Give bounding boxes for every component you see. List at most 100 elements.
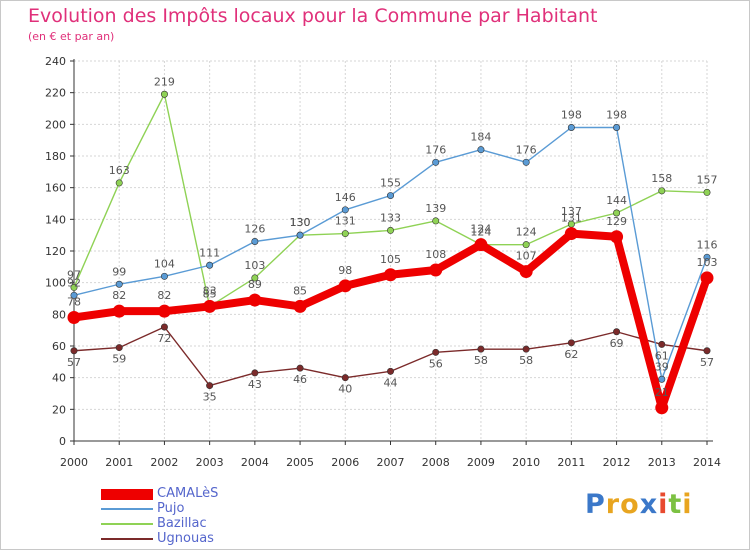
series-3-point — [429, 263, 443, 277]
series-0-point — [206, 382, 214, 390]
series-3-data-label: 124 — [470, 223, 491, 236]
series-2-point — [386, 192, 394, 200]
series-0-data-label: 61 — [655, 349, 669, 362]
series-0-data-label: 56 — [429, 357, 443, 370]
series-2-point — [658, 375, 666, 383]
series-2-point — [522, 158, 530, 166]
x-tick-label: 2014 — [693, 456, 721, 469]
series-1-data-label: 103 — [244, 259, 265, 272]
series-1-point — [386, 226, 394, 234]
series-0-data-label: 58 — [474, 354, 488, 367]
x-tick-label: 2009 — [467, 456, 495, 469]
series-3-data-label: 105 — [380, 253, 401, 266]
series-0-data-label: 40 — [338, 383, 352, 396]
proxiti-logo: Proxiti — [585, 489, 693, 520]
series-0-data-label: 57 — [67, 356, 81, 369]
series-0-point — [703, 347, 711, 355]
series-2-data-label: 116 — [697, 238, 718, 251]
series-0-point — [251, 369, 259, 377]
series-0-point — [160, 323, 168, 331]
series-2-data-label: 130 — [290, 216, 311, 229]
series-0-point — [432, 348, 440, 356]
y-tick-label: 240 — [45, 55, 66, 68]
series-1-point — [160, 90, 168, 98]
x-tick-label: 2003 — [196, 456, 224, 469]
series-1-data-label: 130 — [290, 216, 311, 229]
x-tick-label: 2000 — [60, 456, 88, 469]
series-1-point — [613, 209, 621, 217]
series-1-point — [251, 274, 259, 282]
series-3-data-label: 98 — [338, 264, 352, 277]
x-tick-label: 2006 — [331, 456, 359, 469]
logo-letter: r — [605, 489, 621, 520]
grid — [73, 60, 708, 442]
legend-item-camales: CAMALèS — [101, 486, 301, 502]
series-3-data-label: 89 — [248, 278, 262, 291]
series-2-point — [296, 231, 304, 239]
logo-letter: i — [658, 489, 669, 520]
legend-item-pujo: Pujo — [101, 501, 301, 517]
y-tick-label: 180 — [45, 150, 66, 163]
legend: CAMALèS Pujo Bazillac Ugnouas — [101, 486, 301, 547]
legend-label-pujo: Pujo — [157, 501, 185, 516]
series-2-data-label: 92 — [67, 276, 81, 289]
y-tick-label: 120 — [45, 245, 66, 258]
data-labels: 57 59 72 35 43 46 40 44 56 58 58 62 69 61 57 97 163 219 85… — [67, 75, 718, 403]
series-1-data-label: 139 — [425, 202, 446, 215]
series-2-point — [432, 158, 440, 166]
series-0-point — [115, 344, 123, 352]
series-2-data-label: 126 — [244, 223, 265, 236]
series-1-data-label: 158 — [651, 172, 672, 185]
legend-item-ugnouas: Ugnouas — [101, 531, 301, 547]
x-tick-label: 2005 — [286, 456, 314, 469]
chart-subtitle: (en € et par an) — [28, 30, 115, 43]
series-3-point — [248, 293, 262, 307]
series-2-data-label: 184 — [470, 131, 491, 144]
series-0-point — [567, 339, 575, 347]
x-tick-label: 2007 — [377, 456, 405, 469]
series-2-data-label: 104 — [154, 257, 175, 270]
series-3-data-label: 78 — [67, 296, 81, 309]
series-0-data-label: 57 — [700, 356, 714, 369]
series-1-data-label: 144 — [606, 194, 627, 207]
series-3-point — [700, 271, 714, 285]
series-3-data-label: 108 — [425, 248, 446, 261]
series-1-data-label: 124 — [516, 226, 537, 239]
series-2-data-label: 176 — [425, 143, 446, 156]
series-2-data-label: 111 — [199, 246, 220, 259]
series-1-data-label: 85 — [203, 287, 217, 300]
series-2-data-label: 198 — [606, 109, 627, 122]
series-0-data-label: 69 — [610, 337, 624, 350]
series-2-point — [341, 206, 349, 214]
legend-item-bazillac: Bazillac — [101, 516, 301, 532]
legend-swatch-ugnouas — [101, 538, 153, 540]
series-1-data-label: 131 — [335, 215, 356, 228]
series-3-point — [474, 238, 488, 252]
series-2-data-label: 99 — [112, 265, 126, 278]
series-1-data-label: 124 — [470, 226, 491, 239]
series-0-data-label: 59 — [112, 353, 126, 366]
series-3-data-label: 103 — [697, 256, 718, 269]
x-tick-label: 2004 — [241, 456, 269, 469]
series-3-point — [564, 227, 578, 241]
series-3-point — [157, 304, 171, 318]
series-1-data-label: 163 — [109, 164, 130, 177]
series-2-data-label: 146 — [335, 191, 356, 204]
axes: 0 20 40 60 80 100 120 140 160 180 200 220 240 2000 200… — [45, 55, 721, 469]
series-0-data-label: 44 — [384, 376, 398, 389]
series-1-point — [341, 230, 349, 238]
series-3-data-label: 21 — [655, 386, 669, 399]
legend-swatch-pujo — [101, 508, 153, 510]
series-1-data-label: 97 — [67, 268, 81, 281]
series-0-data-label: 72 — [157, 332, 171, 345]
legend-label-ugnouas: Ugnouas — [157, 531, 214, 546]
series-1-point — [658, 187, 666, 195]
series-3-point — [203, 299, 217, 313]
y-tick-label: 20 — [52, 403, 66, 416]
series-3-data-label: 85 — [293, 284, 307, 297]
series-1-data-label: 219 — [154, 75, 175, 88]
logo-letter: t — [668, 489, 683, 520]
series-2-point — [115, 280, 123, 288]
x-tick-label: 2011 — [557, 456, 585, 469]
